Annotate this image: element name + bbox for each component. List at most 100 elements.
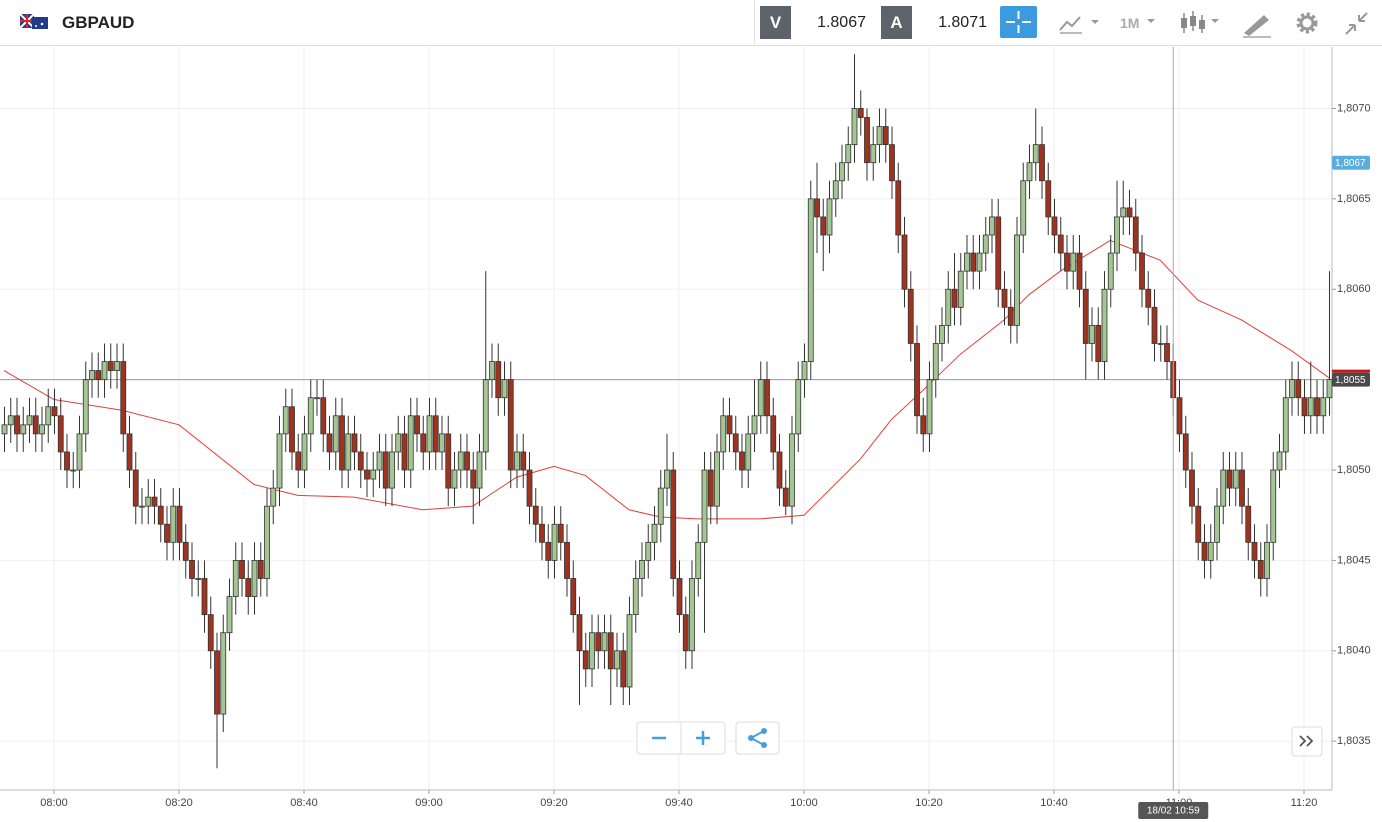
toolbar: GBPAUD V 1.8067 A 1.8071 1M	[0, 0, 1382, 46]
candle-body	[1107, 252, 1114, 290]
candle-body	[1026, 162, 1033, 182]
x-tick-label: 10:00	[790, 797, 818, 809]
candle-body	[695, 541, 702, 579]
share-button[interactable]	[735, 721, 780, 755]
candle-body	[339, 415, 345, 471]
candle-body	[545, 541, 552, 561]
candle-body	[907, 288, 914, 344]
crosshair-label: 18/02 10:59	[1147, 806, 1200, 817]
candle-body	[476, 451, 483, 489]
candle-body	[470, 469, 477, 489]
candle-body	[1201, 541, 1208, 561]
candle-body	[501, 379, 508, 399]
chart: 1,8035 1,8040 1,8045 1,8050 1,8055 1,8060 1,80…	[0, 46, 1382, 822]
candle-body	[876, 126, 883, 146]
timeframe[interactable]: 1M	[1120, 15, 1140, 31]
candle-body	[301, 433, 308, 471]
candle-body	[732, 433, 739, 453]
candle-body	[276, 433, 283, 489]
candle-body	[107, 361, 114, 371]
bid-button[interactable]: V	[760, 6, 791, 39]
candle-body	[670, 469, 677, 579]
candle-body	[626, 614, 633, 688]
candle-body	[1245, 505, 1252, 543]
y-tick-label: 1,8035	[1337, 735, 1371, 747]
candle-body	[1051, 216, 1058, 236]
candle-body	[614, 650, 620, 670]
candle-body	[1164, 343, 1170, 362]
candle-body	[1145, 288, 1152, 308]
candle-body	[439, 433, 445, 453]
candle-body	[420, 433, 427, 453]
candle-body	[1207, 541, 1214, 561]
candle-body	[220, 632, 227, 715]
candle-body	[864, 117, 870, 164]
candle-body	[589, 632, 595, 670]
candle-body	[320, 397, 327, 435]
candle-body	[807, 198, 814, 362]
candle-body	[951, 288, 958, 308]
x-tick-label: 10:40	[1040, 797, 1068, 809]
x-tick-label: 09:20	[540, 797, 568, 809]
candle-body	[1007, 306, 1014, 326]
candle-body	[1270, 469, 1277, 543]
candle-body	[489, 361, 495, 381]
candle-body	[407, 415, 414, 471]
candle-body	[495, 361, 502, 399]
candle-body	[170, 505, 177, 543]
scroll-button[interactable]	[1291, 726, 1323, 757]
candle-body	[1064, 252, 1070, 272]
candle-body	[145, 496, 152, 507]
candle-body	[757, 379, 764, 417]
candles-button[interactable]	[1175, 0, 1235, 46]
candle-body	[251, 560, 258, 597]
candle-body	[445, 433, 452, 489]
symbol: GBPAUD	[62, 13, 135, 32]
candle-body	[245, 578, 252, 597]
candle-body	[720, 415, 727, 453]
candle-body	[1089, 324, 1095, 344]
candle-body	[20, 424, 27, 435]
candle-body	[7, 415, 14, 426]
x-tick-label: 11:20	[1291, 797, 1318, 809]
candle-body	[139, 505, 145, 508]
settings-button[interactable]	[1288, 0, 1328, 46]
candle-body	[676, 578, 683, 616]
candle-body	[351, 433, 358, 453]
candle-body	[1101, 288, 1108, 362]
candle-body	[364, 469, 370, 480]
candle-body	[820, 216, 827, 236]
zoom-in-button[interactable]	[696, 731, 710, 745]
candle-body	[814, 198, 820, 218]
candle-body	[389, 451, 395, 489]
candle-body	[282, 406, 289, 435]
candle-body	[114, 361, 120, 371]
candle-body	[382, 451, 389, 489]
collapse-button[interactable]	[1338, 0, 1378, 46]
candle-body	[532, 505, 539, 525]
chart-type-button[interactable]	[1050, 0, 1110, 46]
ask-button[interactable]: A	[881, 6, 912, 39]
candle-body	[851, 108, 858, 146]
draw-button[interactable]	[1238, 0, 1278, 46]
candle-body	[689, 578, 695, 652]
crosshair-button[interactable]	[1000, 6, 1037, 38]
candle-body	[982, 234, 989, 254]
candle-body	[657, 487, 664, 525]
candle-body	[1, 424, 8, 435]
candle-body	[289, 406, 295, 453]
y-tick-label: 1,8050	[1337, 464, 1371, 476]
price-axis-bg	[1332, 46, 1382, 822]
candle-body	[1151, 306, 1158, 344]
candle-body	[832, 180, 839, 200]
candle-body	[789, 433, 795, 507]
candle-body	[132, 469, 139, 507]
candle-body	[1157, 343, 1164, 345]
y-tick-label: 1,8045	[1337, 554, 1371, 566]
candle-body	[457, 451, 464, 471]
candle-body	[976, 252, 983, 272]
candle-body	[1057, 234, 1064, 254]
candle-body	[520, 451, 527, 471]
candle-body	[1239, 469, 1245, 507]
